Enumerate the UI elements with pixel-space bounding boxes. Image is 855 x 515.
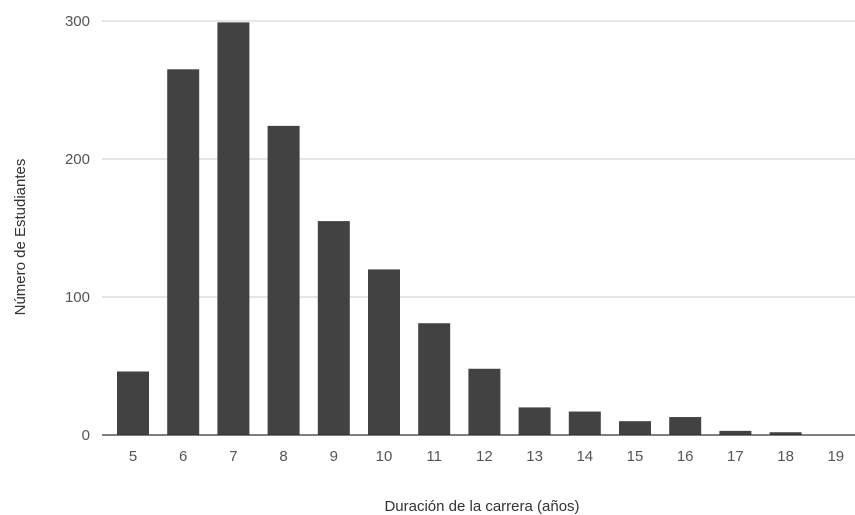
- x-tick-label: 8: [279, 448, 287, 465]
- bar-7: [217, 22, 250, 435]
- x-tick-label: 13: [526, 448, 543, 465]
- bar-10: [368, 269, 400, 435]
- bar-17: [719, 430, 752, 435]
- x-tick-label: 14: [576, 448, 593, 465]
- x-tick-label: 15: [627, 448, 644, 465]
- bar-12: [468, 368, 501, 435]
- gridlines: [102, 20, 855, 298]
- bar-14: [568, 411, 601, 435]
- bar-11: [418, 323, 451, 435]
- x-tick-label: 6: [179, 448, 187, 465]
- x-tick-label: 11: [426, 448, 442, 465]
- x-axis-ticks: 5 6 7 8 9 10 11 12 13 14 15 16 17 18 19: [129, 448, 844, 465]
- bar-5: [117, 371, 149, 435]
- bar-18: [769, 432, 802, 435]
- x-tick-label: 12: [476, 448, 493, 465]
- bar-15: [619, 421, 651, 435]
- x-axis-title: Duración de la carrera (años): [384, 498, 579, 515]
- y-tick-label: 0: [82, 427, 90, 444]
- y-tick-label: 100: [65, 289, 90, 306]
- x-tick-label: 5: [129, 448, 137, 465]
- bar-9: [317, 221, 350, 435]
- y-tick-label: 200: [65, 151, 90, 168]
- y-axis-ticks: 0 100 200 300: [65, 13, 90, 444]
- bar-13: [518, 407, 551, 435]
- x-tick-label: 10: [376, 448, 393, 465]
- x-tick-label: 9: [330, 448, 338, 465]
- bar-16: [669, 417, 702, 435]
- y-axis-title: Número de Estudiantes: [12, 159, 29, 316]
- x-tick-label: 17: [727, 448, 744, 465]
- x-tick-label: 18: [777, 448, 794, 465]
- x-tick-label: 19: [827, 448, 844, 465]
- x-tick-label: 16: [677, 448, 694, 465]
- bars: [117, 22, 802, 436]
- bar-6: [167, 69, 200, 436]
- y-tick-label: 300: [65, 13, 90, 30]
- bar-8: [267, 125, 300, 435]
- x-tick-label: 7: [229, 448, 237, 465]
